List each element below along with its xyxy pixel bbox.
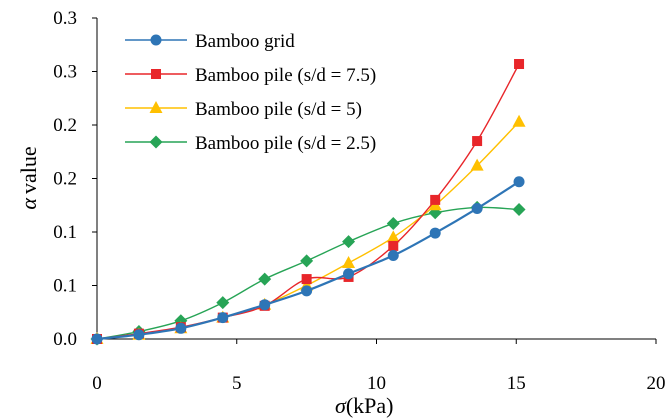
data-point [217, 312, 229, 324]
data-point [512, 114, 526, 127]
data-point [300, 254, 314, 268]
data-point [472, 136, 483, 147]
data-point [429, 227, 441, 239]
data-point [386, 216, 400, 230]
data-point [471, 202, 483, 214]
y-tick-label: 0.0 [53, 329, 77, 350]
series-line [96, 121, 520, 340]
data-point [388, 240, 399, 251]
y-axis-text: value [16, 146, 41, 194]
data-point [513, 176, 525, 188]
series-line [96, 206, 520, 340]
x-tick-label: 5 [232, 373, 242, 394]
ticks: 0 5 10 15 20 0.0 0.1 0.1 0.2 0.2 0.3 0.3 [53, 8, 665, 394]
data-point [133, 329, 145, 341]
data-point [514, 59, 525, 70]
series-layer [90, 59, 526, 346]
data-point [175, 322, 187, 334]
data-point [342, 235, 356, 249]
legend: Bamboo grid Bamboo pile (s/d = 7.5) Bamboo… [125, 31, 376, 154]
data-point [342, 256, 356, 269]
series-0 [91, 176, 525, 345]
y-tick-label: 0.1 [53, 276, 77, 297]
y-tick-label: 0.3 [53, 8, 77, 29]
data-point [387, 250, 399, 262]
y-tick-label: 0.1 [53, 222, 77, 243]
y-tick-label: 0.2 [53, 169, 77, 190]
y-axis-label: α value [16, 146, 41, 209]
axes [96, 18, 656, 340]
legend-label: Bamboo pile (s/d = 7.5) [195, 65, 376, 86]
data-point [430, 194, 441, 205]
data-point [259, 299, 271, 311]
x-tick-label: 15 [507, 373, 526, 394]
data-point [216, 296, 230, 310]
x-tick-label: 0 [92, 373, 102, 394]
data-point [512, 203, 526, 217]
series-3 [90, 200, 526, 346]
data-point [301, 285, 313, 297]
data-point [470, 158, 484, 171]
x-axis-unit: (kPa) [346, 393, 394, 418]
legend-label: Bamboo grid [195, 31, 295, 52]
legend-label: Bamboo pile (s/d = 2.5) [195, 133, 376, 154]
legend-marker [149, 101, 163, 113]
data-point [301, 274, 312, 285]
legend-label: Bamboo pile (s/d = 5) [195, 99, 362, 120]
y-axis-symbol: α [16, 198, 41, 210]
x-tick-label: 20 [647, 373, 666, 394]
legend-marker [150, 34, 162, 46]
y-tick-label: 0.3 [53, 62, 77, 83]
x-axis-symbol: σ [335, 393, 347, 418]
legend-marker [149, 135, 163, 149]
x-tick-label: 10 [367, 373, 386, 394]
x-axis-label: σ(kPa) [335, 393, 394, 418]
legend-marker [151, 69, 161, 79]
y-tick-label: 0.2 [53, 115, 77, 136]
data-point [258, 272, 272, 286]
data-point [386, 230, 400, 243]
data-point [343, 268, 355, 280]
data-point [91, 333, 103, 345]
